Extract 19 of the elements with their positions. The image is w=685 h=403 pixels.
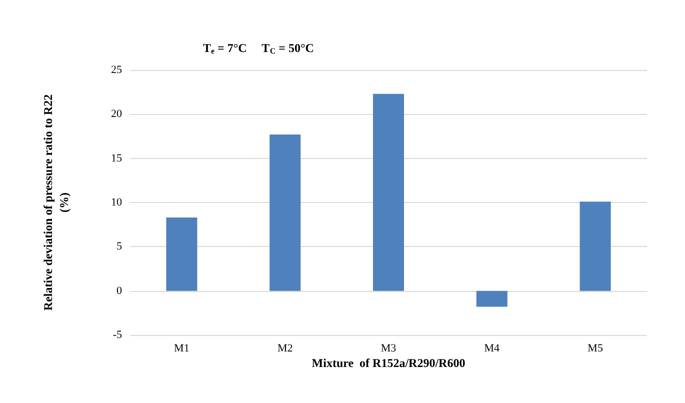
x-tick-label: M4	[484, 342, 500, 354]
bar	[166, 218, 198, 291]
y-axis-title: Relative deviation of pressure ratio to R22 (%)	[41, 94, 71, 311]
x-tick-label: M3	[380, 342, 397, 354]
y-tick-label: 10	[111, 196, 122, 208]
x-axis-title: Mixture of R152a/R290/R600	[312, 356, 466, 370]
y-tick-label: 25	[111, 64, 122, 76]
bar	[580, 202, 611, 291]
y-tick-label: 5	[116, 240, 122, 253]
x-tick-label: M1	[174, 342, 190, 354]
x-tick-label: M2	[277, 342, 293, 354]
x-tick-label: M5	[588, 342, 604, 354]
y-tick-label: 0	[116, 284, 122, 297]
y-tick-label: -5	[112, 329, 122, 341]
bar	[270, 134, 301, 291]
bar	[372, 94, 404, 291]
y-tick-label: 15	[111, 152, 122, 164]
y-tick-label: 20	[111, 108, 122, 120]
bar	[476, 290, 508, 307]
